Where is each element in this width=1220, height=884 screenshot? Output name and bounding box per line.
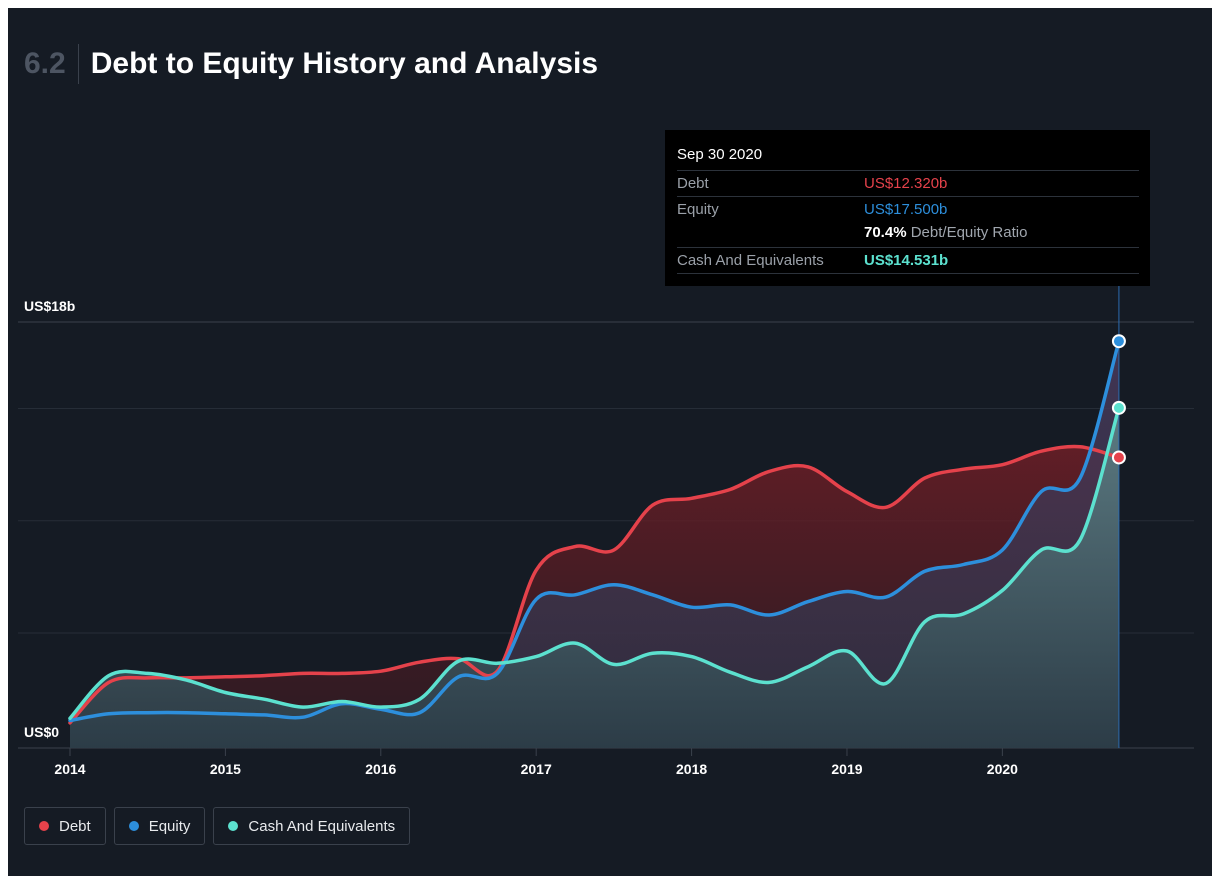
debt-dot-icon <box>39 821 49 831</box>
equity-area <box>70 341 1119 748</box>
hover-tooltip: Sep 30 2020 Debt US$12.320b Equity US$17… <box>665 130 1150 286</box>
tooltip-debt-value: US$12.320b <box>864 175 948 192</box>
tooltip-ratio: 70.4% Debt/Equity Ratio <box>864 224 1027 241</box>
tooltip-ratio-label: Debt/Equity Ratio <box>910 224 1028 241</box>
tooltip-date: Sep 30 2020 <box>677 146 763 163</box>
y-axis-max-label: US$18b <box>24 298 75 314</box>
legend-toggle-debt[interactable]: Debt <box>24 807 106 845</box>
chart-legend: Debt Equity Cash And Equivalents <box>24 807 411 845</box>
tooltip-divider <box>677 273 1139 274</box>
cash-dot-icon <box>228 821 239 831</box>
legend-cash-label: Cash And Equivalents <box>248 817 396 835</box>
x-tick-label: 2018 <box>676 761 707 777</box>
tooltip-equity-value: US$17.500b <box>864 201 948 218</box>
legend-toggle-cash[interactable]: Cash And Equivalents <box>213 807 411 845</box>
x-tick-label: 2014 <box>54 761 85 777</box>
legend-toggle-equity[interactable]: Equity <box>113 807 206 845</box>
x-tick-label: 2017 <box>521 761 552 777</box>
tooltip-row-cash: Cash And Equivalents US$14.531b <box>677 247 1139 274</box>
tooltip-row-equity: Equity US$17.500b <box>677 196 1139 223</box>
legend-debt-label: Debt <box>59 817 91 835</box>
x-tick-label: 2016 <box>365 761 396 777</box>
equity-series-line <box>68 339 1121 723</box>
section-number: 6.2 <box>24 44 79 84</box>
tooltip-cash-label: Cash And Equivalents <box>677 252 824 269</box>
cash-series-line <box>68 406 1121 721</box>
debt-endpoint-marker <box>1111 450 1126 465</box>
page-title: Debt to Equity History and Analysis <box>90 47 599 80</box>
equity-endpoint-marker <box>1111 334 1126 349</box>
y-axis-min-label: US$0 <box>24 724 59 740</box>
tooltip-ratio-value: 70.4% <box>864 224 907 241</box>
x-tick-label: 2020 <box>987 761 1018 777</box>
tooltip-cash-value: US$14.531b <box>864 252 949 269</box>
equity-dot-icon <box>128 821 139 831</box>
tooltip-row-debt: Debt US$12.320b <box>677 170 1139 197</box>
cash-endpoint-marker <box>1111 400 1126 415</box>
legend-equity-label: Equity <box>148 817 191 835</box>
tooltip-debt-label: Debt <box>677 175 709 192</box>
debt-series-line <box>68 444 1121 725</box>
x-tick-label: 2019 <box>831 761 862 777</box>
section-heading: 6.2 Debt to Equity History and Analysis <box>24 42 598 86</box>
cash-area <box>70 407 1119 748</box>
x-tick-label: 2015 <box>210 761 241 777</box>
tooltip-equity-label: Equity <box>677 201 719 218</box>
